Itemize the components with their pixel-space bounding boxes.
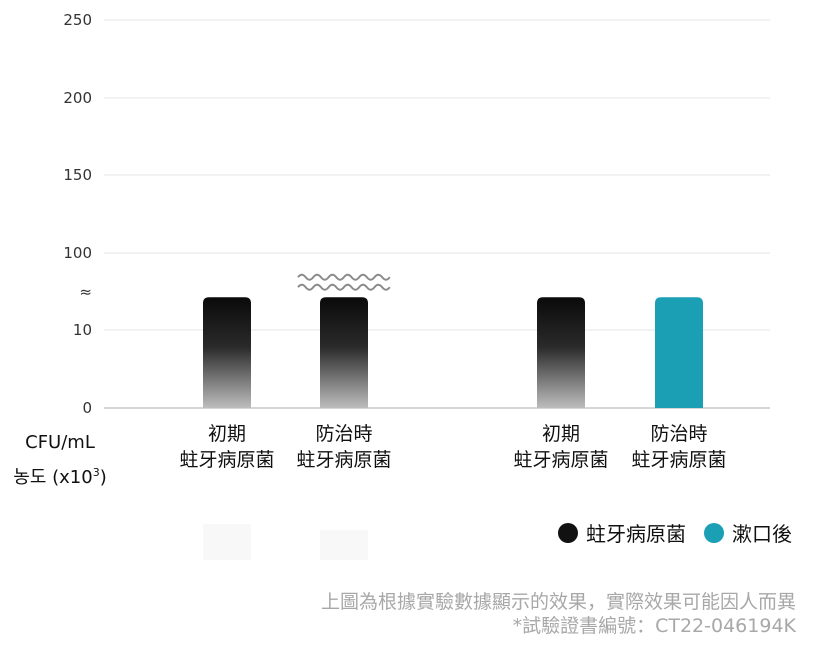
bars — [203, 273, 703, 408]
legend-item-pathogen: 蛀牙病原菌 — [558, 518, 686, 547]
footnote: 上圖為根據實驗數據顯示的效果，實際效果可能因人而異 *試驗證書編號：CT22-0… — [321, 590, 796, 638]
footnote-line2: *試驗證書編號：CT22-046194K — [512, 615, 796, 637]
legend-dot-black — [558, 522, 578, 543]
bar-0-1 — [320, 297, 368, 408]
y-tick-label: 150 — [63, 166, 92, 184]
bar-1-0 — [537, 297, 585, 408]
category-label-line1: 防治時 — [315, 423, 372, 445]
unit-line2: 농도 (x103) — [13, 466, 107, 488]
category-label-line1: 初期 — [542, 423, 580, 445]
bar-0-0 — [203, 297, 251, 408]
legend-label-pathogen: 蛀牙病原菌 — [586, 522, 686, 546]
unit-line1: CFU/mL — [25, 432, 95, 453]
y-tick-label: 200 — [63, 89, 92, 107]
legend-label-after-rinse: 漱口後 — [732, 522, 792, 546]
y-tick-label: 250 — [63, 11, 92, 29]
category-label-line2: 蛀牙病原菌 — [296, 449, 391, 471]
category-label-line1: 防治時 — [650, 423, 707, 445]
legend-item-after-rinse: 漱口後 — [704, 518, 792, 547]
y-tick-label: 0 — [82, 399, 92, 417]
category-label-line2: 蛀牙病原菌 — [513, 449, 608, 471]
y-tick-label: 10 — [73, 321, 92, 339]
category-label-line2: 蛀牙病原菌 — [179, 449, 274, 471]
bar-1-1 — [655, 297, 703, 408]
break-wave-0 — [297, 273, 391, 281]
faint-placeholder-1 — [203, 524, 251, 560]
category-label-line1: 初期 — [208, 423, 246, 445]
footnote-line1: 上圖為根據實驗數據顯示的效果，實際效果可能因人而異 — [320, 591, 796, 613]
break-wave-1 — [297, 283, 391, 291]
legend-dot-teal — [704, 522, 724, 543]
y-tick-label: 100 — [63, 244, 92, 262]
faint-placeholder-2 — [320, 530, 368, 560]
legend: 蛀牙病原菌 漱口後 — [540, 518, 792, 547]
category-label-line2: 蛀牙病原菌 — [631, 449, 726, 471]
y-tick-label: ≈ — [79, 283, 92, 301]
y-axis-unit-label: CFU/mL 농도 (x103) — [0, 428, 120, 493]
